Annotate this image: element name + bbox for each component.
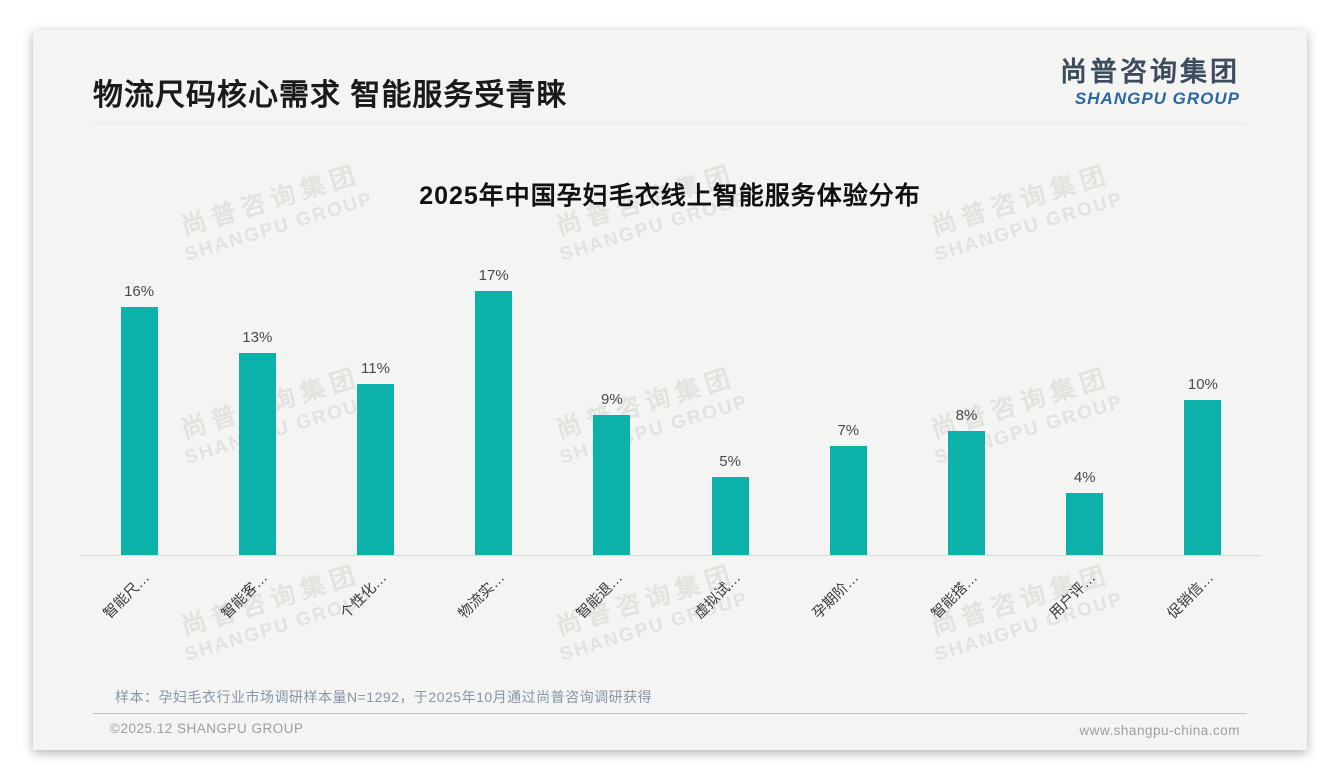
x-axis-label: 智能客… [219, 569, 272, 623]
report-slide: 尚普咨询集团 SHANGPU GROUP 尚普咨询集团 SHANGPU GROUP 尚普… [33, 30, 1307, 750]
bar[interactable] [593, 415, 631, 555]
x-axis-label: 孕期阶… [810, 569, 863, 623]
bar-value-label: 5% [719, 453, 741, 470]
bar-value-label: 7% [837, 422, 860, 439]
x-axis-label: 智能搭… [928, 569, 981, 623]
bar[interactable] [120, 307, 158, 555]
bar-value-label: 10% [1187, 376, 1218, 393]
bar[interactable] [357, 384, 394, 555]
x-axis-label: 虚拟试… [691, 569, 745, 623]
bar-value-label: 16% [124, 283, 155, 300]
bar-chart: 16% 智能尺… 13% 智能客… 11% 个性化… 17% 物流实… 9% 智能退… 5% 虚拟试…… [33, 30, 1307, 750]
x-axis-label: 促销信… [1164, 569, 1218, 623]
chart-title: 2025年中国孕妇毛衣线上智能服务体验分布 [419, 182, 921, 210]
logo-chinese-text: 尚普咨询集团 [1060, 57, 1240, 87]
bar-value-label: 8% [955, 407, 978, 424]
title-divider [93, 123, 1247, 124]
bar-value-label: 17% [478, 267, 509, 284]
sample-footnote: 样本：孕妇毛衣行业市场调研样本量N=1292，于2025年10月通过尚普咨询调研… [115, 689, 653, 705]
x-axis-label: 智能退… [573, 569, 627, 623]
bar[interactable] [1066, 493, 1104, 555]
bar[interactable] [475, 291, 513, 555]
footer-copyright: ©2025.12 SHANGPU GROUP [110, 721, 304, 736]
footer-divider [93, 713, 1247, 714]
footer-website: www.shangpu-china.com [1079, 723, 1240, 738]
company-logo: 尚普咨询集团 SHANGPU GROUP [1060, 57, 1240, 108]
x-axis-label: 智能尺… [100, 569, 154, 623]
x-axis-label: 物流实… [455, 569, 508, 623]
bar[interactable] [711, 477, 749, 555]
bar[interactable] [1184, 400, 1222, 555]
bar-value-label: 9% [601, 391, 623, 408]
x-axis-line [80, 555, 1260, 556]
x-axis-label: 个性化… [337, 569, 390, 623]
bar[interactable] [238, 353, 276, 555]
logo-english-text: SHANGPU GROUP [1074, 88, 1240, 108]
bar-value-label: 11% [361, 360, 390, 377]
bar[interactable] [948, 431, 985, 555]
page-title: 物流尺码核心需求 智能服务受青睐 [93, 79, 568, 112]
bar-value-label: 4% [1073, 469, 1096, 486]
bar[interactable] [829, 446, 867, 555]
x-axis-label: 用户评… [1046, 569, 1099, 623]
bar-value-label: 13% [242, 329, 273, 346]
